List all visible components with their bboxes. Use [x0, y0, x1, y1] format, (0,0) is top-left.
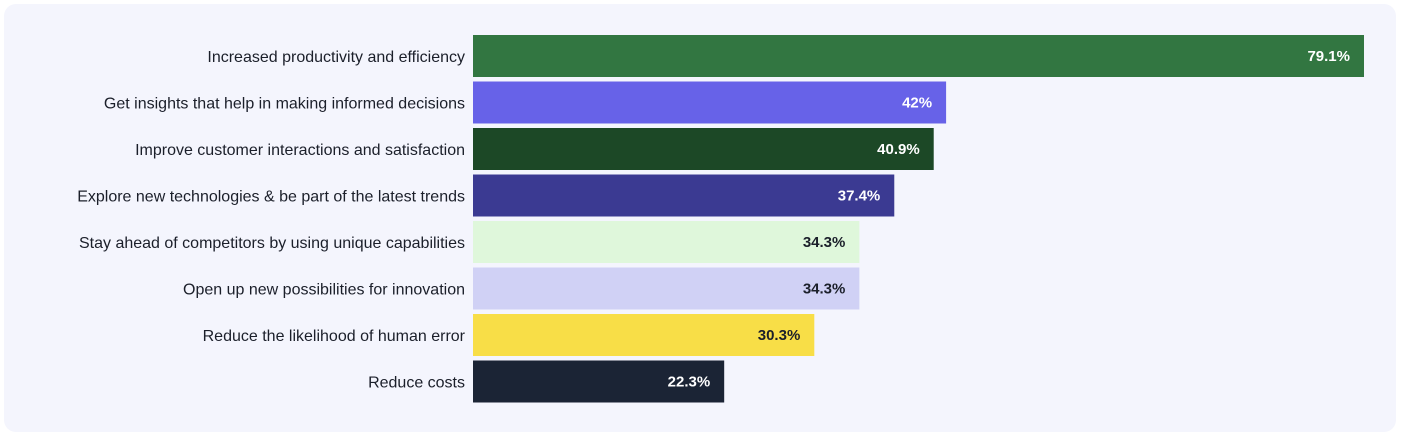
category-label: Reduce the likelihood of human error	[203, 328, 466, 345]
bar-row: Get insights that help in making informe…	[104, 81, 947, 124]
value-label: 40.9%	[877, 141, 920, 158]
value-label: 30.3%	[758, 327, 801, 344]
bar	[473, 128, 934, 170]
bar-row: Reduce costs 22.3%	[368, 360, 725, 403]
category-label: Increased productivity and efficiency	[207, 49, 465, 66]
category-label: Reduce costs	[368, 375, 465, 392]
bar	[473, 174, 895, 217]
bar	[473, 267, 860, 310]
value-label: 34.3%	[803, 281, 846, 298]
bar	[473, 35, 1364, 77]
value-label: 34.3%	[803, 234, 846, 251]
bar-row: Explore new technologies & be part of th…	[77, 174, 895, 217]
value-label: 22.3%	[668, 374, 711, 391]
value-label: 37.4%	[838, 188, 881, 205]
bar-row: Open up new possibilities for innovation…	[183, 267, 860, 310]
category-label: Improve customer interactions and satisf…	[135, 142, 465, 159]
category-label: Stay ahead of competitors by using uniqu…	[79, 235, 465, 252]
bar-row: Stay ahead of competitors by using uniqu…	[79, 221, 860, 263]
bar-row: Improve customer interactions and satisf…	[135, 128, 934, 170]
bar	[473, 360, 725, 403]
bar	[473, 81, 947, 124]
category-label: Get insights that help in making informe…	[104, 96, 465, 113]
bar-row: Reduce the likelihood of human error 30.3…	[203, 314, 815, 356]
value-label: 42%	[902, 95, 932, 112]
bar-row: Increased productivity and efficiency 79.…	[207, 35, 1364, 77]
value-label: 79.1%	[1307, 48, 1350, 65]
category-label: Open up new possibilities for innovation	[183, 282, 465, 299]
bar	[473, 314, 815, 356]
bar	[473, 221, 860, 263]
category-label: Explore new technologies & be part of th…	[77, 189, 465, 206]
